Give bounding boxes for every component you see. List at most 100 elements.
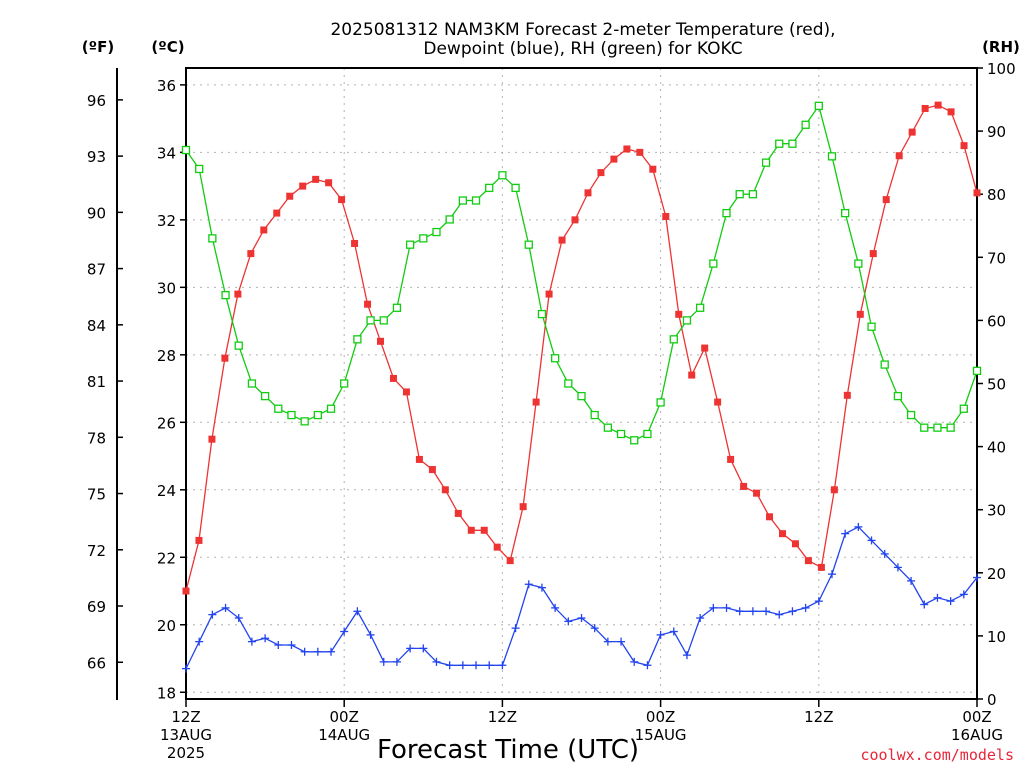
rh-tick-label: 10 bbox=[987, 628, 1006, 646]
dewpoint-point bbox=[537, 583, 546, 592]
dewpoint-point bbox=[735, 607, 744, 616]
fahrenheit-tick-label: 66 bbox=[87, 654, 106, 672]
rh-point bbox=[326, 404, 336, 413]
dewpoint-point bbox=[814, 597, 823, 606]
fahrenheit-unit-label: (ºF) bbox=[82, 38, 114, 56]
2-meter-temperature-point bbox=[389, 374, 397, 382]
dewpoint-point bbox=[590, 624, 599, 633]
dewpoint-point bbox=[893, 563, 902, 572]
2-meter-temperature-point bbox=[273, 209, 281, 217]
2-meter-temperature-point bbox=[597, 169, 605, 177]
2-meter-temperature-point bbox=[493, 543, 501, 551]
x-tick-label: 16AUG bbox=[951, 726, 1003, 744]
2-meter-temperature-point bbox=[545, 290, 553, 298]
dewpoint-point bbox=[379, 657, 388, 666]
rh-point bbox=[300, 417, 309, 426]
x-tick-label: 12Z bbox=[488, 708, 517, 726]
fahrenheit-tick-label: 90 bbox=[87, 204, 106, 222]
dewpoint-point bbox=[656, 630, 665, 639]
dewpoint-point bbox=[841, 529, 850, 538]
2-meter-temperature-point bbox=[973, 189, 981, 197]
dewpoint-point bbox=[682, 651, 691, 660]
rh-point bbox=[419, 234, 428, 243]
rh-point bbox=[247, 379, 257, 388]
rh-point bbox=[471, 196, 481, 205]
rh-tick-label: 90 bbox=[987, 123, 1006, 141]
x-tick-label: 00Z bbox=[962, 708, 991, 726]
2-meter-temperature-point bbox=[843, 391, 851, 399]
dewpoint-point bbox=[287, 641, 296, 650]
celsius-unit-label: (ºC) bbox=[151, 38, 184, 56]
2-meter-temperature-point bbox=[454, 509, 462, 517]
2-meter-temperature-point bbox=[753, 489, 761, 497]
2-meter-temperature-point bbox=[584, 189, 592, 197]
2-meter-temperature-point bbox=[778, 530, 786, 538]
2-meter-temperature-point bbox=[234, 290, 242, 298]
rh-point bbox=[274, 404, 283, 413]
dewpoint-point bbox=[406, 644, 415, 653]
2-meter-temperature-point bbox=[960, 142, 968, 150]
dewpoint-point bbox=[722, 603, 731, 612]
2-meter-temperature-point bbox=[221, 354, 229, 362]
dewpoint-point bbox=[366, 630, 375, 639]
celsius-tick-label: 20 bbox=[157, 617, 176, 635]
dewpoint-point bbox=[564, 617, 573, 626]
dewpoint-point bbox=[920, 600, 929, 609]
2-meter-temperature-point bbox=[830, 486, 838, 494]
rh-point bbox=[234, 341, 243, 350]
2-meter-temperature-point bbox=[636, 148, 644, 156]
rh-tick-label: 50 bbox=[987, 376, 1006, 394]
rh-point bbox=[511, 183, 520, 193]
rh-tick-label: 70 bbox=[987, 249, 1006, 267]
dewpoint-point bbox=[643, 661, 652, 670]
rh-point bbox=[181, 145, 191, 155]
rh-tick-label: 60 bbox=[987, 312, 1006, 330]
rh-point bbox=[260, 391, 270, 401]
2-meter-temperature-point bbox=[558, 236, 566, 244]
2-meter-temperature-point bbox=[441, 486, 449, 494]
2-meter-temperature-point bbox=[208, 435, 216, 443]
rh-point bbox=[313, 410, 322, 420]
rh-point bbox=[775, 139, 784, 148]
x-tick-label: 14AUG bbox=[318, 726, 370, 744]
dewpoint-point bbox=[669, 627, 678, 636]
celsius-tick-label: 24 bbox=[157, 482, 176, 500]
2-meter-temperature-point bbox=[247, 250, 255, 258]
chart-subtitle: Dewpoint (blue), RH (green) for KOKC bbox=[423, 39, 742, 59]
dewpoint-point bbox=[867, 536, 876, 545]
dewpoint-point bbox=[709, 603, 718, 612]
rh-point bbox=[485, 183, 494, 193]
dewpoint-point bbox=[551, 603, 560, 612]
rh-point bbox=[682, 316, 692, 325]
dewpoint-point bbox=[524, 580, 533, 589]
2-meter-temperature-point bbox=[506, 557, 514, 565]
dewpoint-point bbox=[261, 634, 270, 643]
2-meter-temperature-point bbox=[195, 536, 203, 544]
rh-point bbox=[854, 259, 863, 268]
dewpoint-point bbox=[788, 607, 797, 616]
2-meter-temperature-point bbox=[260, 226, 268, 234]
rh-point bbox=[946, 423, 955, 432]
rh-tick-label: 40 bbox=[987, 439, 1006, 457]
dewpoint-point bbox=[577, 614, 586, 623]
2-meter-temperature-point bbox=[688, 371, 696, 379]
2-meter-temperature-point bbox=[338, 196, 346, 204]
2-meter-temperature-point bbox=[727, 455, 735, 463]
series-layer bbox=[181, 101, 982, 673]
2-meter-temperature-point bbox=[908, 128, 916, 136]
dewpoint-point bbox=[340, 627, 349, 636]
dewpoint-point bbox=[392, 657, 401, 666]
dewpoint-point bbox=[234, 614, 243, 623]
dewpoint-point bbox=[933, 593, 942, 602]
dewpoint-point bbox=[630, 657, 639, 666]
2-meter-temperature-point bbox=[610, 155, 618, 163]
2-meter-temperature-point bbox=[675, 310, 683, 318]
2-meter-temperature-point bbox=[934, 101, 942, 109]
dewpoint-point bbox=[748, 607, 757, 616]
dewpoint-point bbox=[762, 607, 771, 616]
dewpoint-point bbox=[880, 549, 889, 558]
dewpoint-point bbox=[195, 637, 204, 646]
rh-point bbox=[616, 429, 626, 439]
rh-point bbox=[709, 259, 718, 268]
2-meter-temperature-point bbox=[325, 179, 333, 187]
